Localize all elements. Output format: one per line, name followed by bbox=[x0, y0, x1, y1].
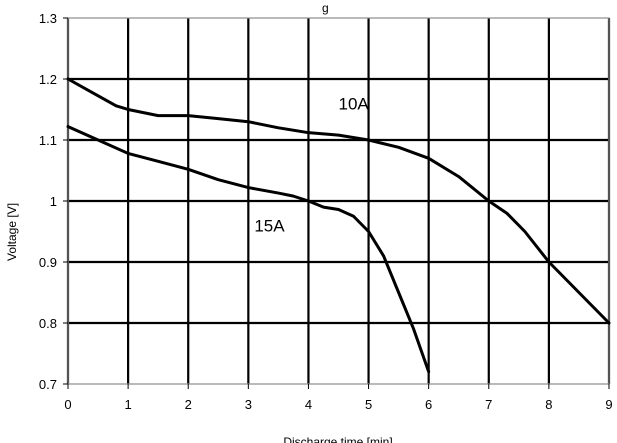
grid bbox=[66, 18, 611, 384]
series-annotation-15A: 15A bbox=[254, 217, 285, 236]
series-annotations: 10A 15A bbox=[254, 95, 369, 236]
y-tick-label-1.1: 1.1 bbox=[39, 133, 57, 148]
y-tick-label-0.8: 0.8 bbox=[39, 316, 57, 331]
x-tick-label-5: 5 bbox=[365, 397, 372, 412]
y-axis-label: Voltage [V] bbox=[5, 203, 19, 261]
series-line-10A bbox=[66, 77, 611, 325]
y-tick-label-1: 1 bbox=[50, 194, 57, 209]
x-tick-label-7: 7 bbox=[485, 397, 492, 412]
series-line-15A bbox=[66, 125, 431, 374]
x-tick-label-0: 0 bbox=[64, 397, 71, 412]
x-tick-label-4: 4 bbox=[305, 397, 312, 412]
x-tick-label-3: 3 bbox=[245, 397, 252, 412]
y-tick-label-1.3: 1.3 bbox=[39, 11, 57, 26]
y-tick-label-1.2: 1.2 bbox=[39, 72, 57, 87]
y-axis-ticks: 0.7 0.8 0.9 1 1.1 1.2 1.3 bbox=[39, 11, 68, 392]
x-tick-label-6: 6 bbox=[425, 397, 432, 412]
y-tick-label-0.7: 0.7 bbox=[39, 377, 57, 392]
chart-title: g bbox=[322, 1, 329, 15]
x-axis-label: Discharge time [min] bbox=[283, 435, 392, 443]
x-tick-label-8: 8 bbox=[545, 397, 552, 412]
series-lines bbox=[66, 77, 611, 374]
series-annotation-10A: 10A bbox=[339, 95, 370, 114]
x-axis-ticks: 0 1 2 3 4 5 6 7 8 9 bbox=[64, 384, 613, 412]
y-tick-label-0.9: 0.9 bbox=[39, 255, 57, 270]
x-tick-label-9: 9 bbox=[605, 397, 612, 412]
x-tick-label-2: 2 bbox=[185, 397, 192, 412]
x-tick-label-1: 1 bbox=[124, 397, 131, 412]
